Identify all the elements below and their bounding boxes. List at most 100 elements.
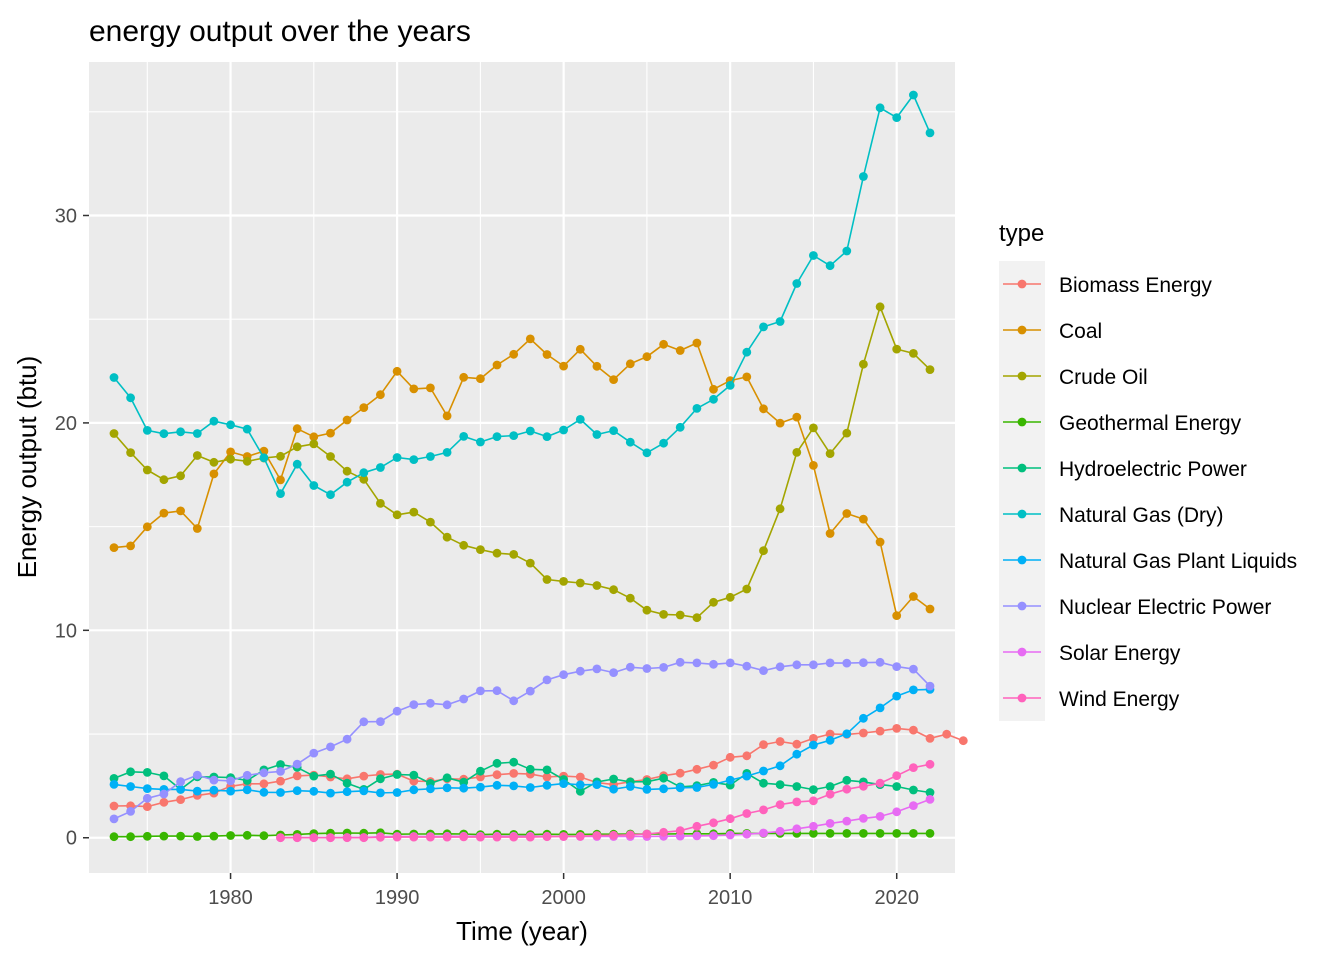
data-point <box>509 431 519 440</box>
legend-label: Wind Energy <box>1059 688 1180 711</box>
series-layer <box>109 90 968 843</box>
data-point <box>376 717 385 726</box>
data-point <box>925 795 935 804</box>
data-point <box>359 468 369 478</box>
data-point <box>892 807 902 817</box>
data-point <box>292 786 302 796</box>
data-point <box>909 664 918 674</box>
data-point <box>476 686 485 696</box>
data-point <box>825 658 835 668</box>
data-point <box>442 411 452 421</box>
data-point <box>292 459 302 469</box>
data-point <box>809 829 818 838</box>
data-point <box>958 736 968 746</box>
data-point <box>725 592 735 602</box>
data-point <box>109 429 119 438</box>
data-point <box>442 783 452 793</box>
data-point <box>309 748 319 758</box>
data-point <box>875 726 885 736</box>
data-point <box>609 774 618 784</box>
data-point <box>609 426 618 435</box>
data-point <box>809 423 818 433</box>
data-point <box>642 605 652 615</box>
legend-title: type <box>999 220 1044 247</box>
data-point <box>342 734 352 744</box>
data-point <box>859 359 868 369</box>
data-point <box>509 832 519 842</box>
legend-key-point <box>1017 509 1027 519</box>
data-point <box>809 821 818 831</box>
data-point <box>126 832 135 842</box>
data-point <box>892 344 902 354</box>
series-group <box>109 657 935 824</box>
data-point <box>742 771 752 781</box>
data-point <box>259 787 269 797</box>
data-point <box>909 592 918 601</box>
data-point <box>759 766 768 776</box>
data-point <box>292 442 302 452</box>
data-point <box>542 575 552 584</box>
series-group <box>109 334 935 620</box>
data-point <box>342 787 352 797</box>
data-point <box>709 384 718 394</box>
data-point <box>376 390 385 400</box>
data-point <box>392 453 402 462</box>
x-tick-label: 1980 <box>208 887 253 909</box>
data-point <box>792 279 802 288</box>
data-point <box>109 814 119 824</box>
data-point <box>892 724 902 733</box>
data-point <box>775 504 785 514</box>
legend-label: Coal <box>1059 320 1102 343</box>
y-tick-label: 0 <box>66 828 77 850</box>
data-point <box>642 777 652 787</box>
data-point <box>692 783 702 792</box>
series-group <box>276 759 935 843</box>
data-point <box>226 776 236 786</box>
data-point <box>509 696 519 706</box>
data-point <box>759 805 768 815</box>
data-point <box>459 783 469 793</box>
data-point <box>775 800 785 809</box>
data-point <box>326 769 335 779</box>
data-point <box>359 771 369 781</box>
data-point <box>659 663 668 672</box>
data-point <box>159 429 169 439</box>
data-point <box>925 829 935 838</box>
data-point <box>126 541 135 551</box>
data-point <box>675 826 685 836</box>
data-point <box>292 771 302 781</box>
data-point <box>426 832 435 842</box>
data-point <box>709 780 718 789</box>
data-point <box>742 809 752 818</box>
data-point <box>575 786 585 796</box>
data-point <box>159 797 169 807</box>
data-point <box>192 832 202 841</box>
data-point <box>909 349 918 358</box>
series-group <box>109 302 935 623</box>
data-point <box>709 659 718 669</box>
data-point <box>659 773 668 783</box>
data-point <box>292 759 302 769</box>
data-point <box>459 432 469 441</box>
data-point <box>442 773 452 783</box>
data-point <box>859 172 868 181</box>
data-point <box>859 781 868 791</box>
data-point <box>142 426 152 435</box>
data-point <box>392 832 402 842</box>
legend-label: Solar Energy <box>1059 642 1181 665</box>
data-point <box>342 477 352 487</box>
data-point <box>359 717 369 727</box>
data-point <box>492 548 502 558</box>
data-point <box>675 610 685 620</box>
data-point <box>525 334 535 344</box>
data-point <box>759 322 768 332</box>
data-point <box>309 481 319 490</box>
data-point <box>742 751 752 761</box>
data-point <box>859 728 868 738</box>
data-point <box>309 786 319 796</box>
data-point <box>126 448 135 457</box>
data-point <box>442 700 452 710</box>
data-point <box>309 771 319 781</box>
data-point <box>792 448 802 457</box>
data-point <box>392 366 402 376</box>
